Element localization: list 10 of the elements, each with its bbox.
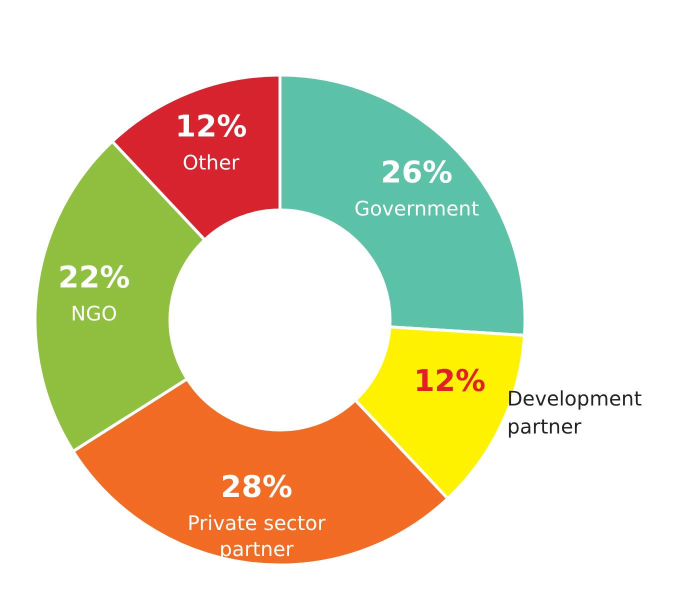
data-label: 26% <box>380 156 453 191</box>
data-label: 28% <box>220 470 292 506</box>
slice-label: Development partner <box>507 386 642 438</box>
data-label: 22% <box>58 260 130 296</box>
data-label: 12% <box>175 110 247 145</box>
slice-label: Other <box>182 150 240 175</box>
slice-label: Private sector partner <box>187 511 326 562</box>
data-label: 12% <box>414 364 486 399</box>
slice-label: Government <box>354 196 480 221</box>
slice-label: NGO <box>70 302 118 326</box>
